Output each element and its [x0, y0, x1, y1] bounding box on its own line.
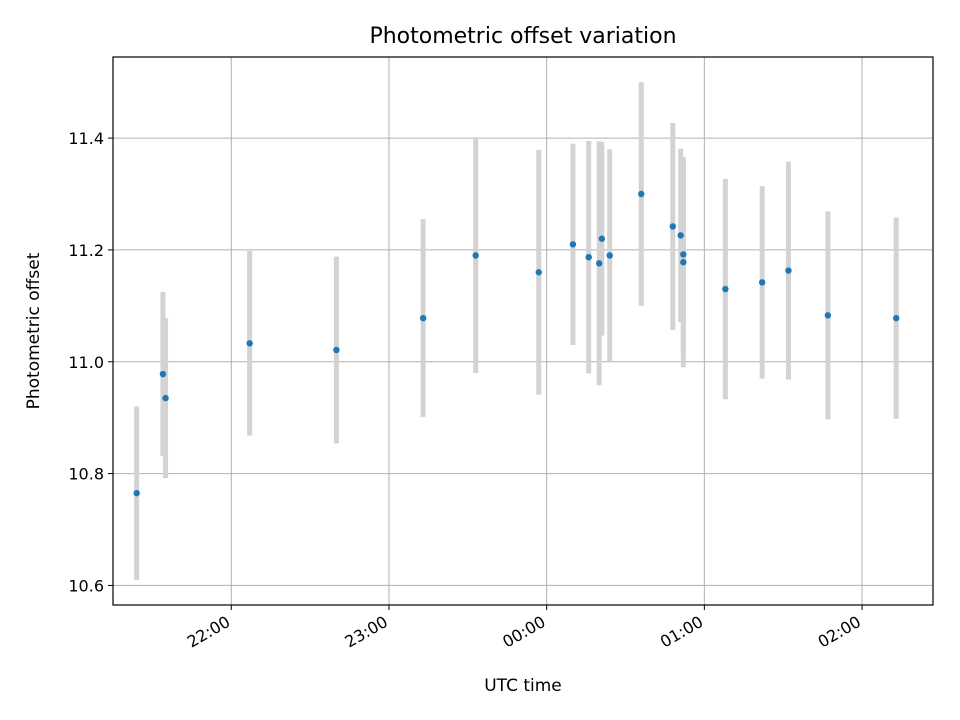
- data-point: [585, 253, 592, 261]
- y-tick-label: 11.2: [68, 241, 104, 260]
- data-point: [246, 340, 253, 347]
- data-point: [638, 190, 645, 198]
- data-point: [606, 252, 613, 259]
- data-point: [472, 252, 479, 259]
- y-tick-label: 10.8: [68, 465, 104, 484]
- y-tick-label: 11.4: [68, 129, 104, 148]
- data-point: [159, 370, 167, 378]
- data-point: [598, 235, 606, 242]
- data-point: [569, 241, 577, 248]
- data-point: [677, 232, 684, 239]
- data-point: [596, 260, 603, 267]
- data-point: [680, 259, 687, 266]
- data-point: [535, 269, 542, 276]
- data-point: [419, 314, 427, 322]
- data-points: [133, 190, 900, 497]
- data-point: [669, 223, 677, 230]
- y-axis-label: Photometric offset: [24, 252, 44, 409]
- y-tick-label: 11.0: [68, 353, 104, 372]
- plot-frame: [112, 56, 934, 606]
- data-point: [893, 314, 900, 322]
- data-point: [162, 394, 169, 402]
- chart-title: Photometric offset variation: [369, 24, 676, 49]
- data-point: [680, 251, 687, 258]
- data-point: [758, 279, 766, 286]
- x-axis-label: UTC time: [484, 676, 562, 696]
- data-point: [722, 285, 729, 293]
- y-tick-label: 10.6: [68, 576, 104, 595]
- data-point: [333, 346, 340, 354]
- data-point: [785, 267, 792, 274]
- data-point: [133, 489, 140, 497]
- data-point: [824, 312, 832, 319]
- grid: [113, 57, 933, 605]
